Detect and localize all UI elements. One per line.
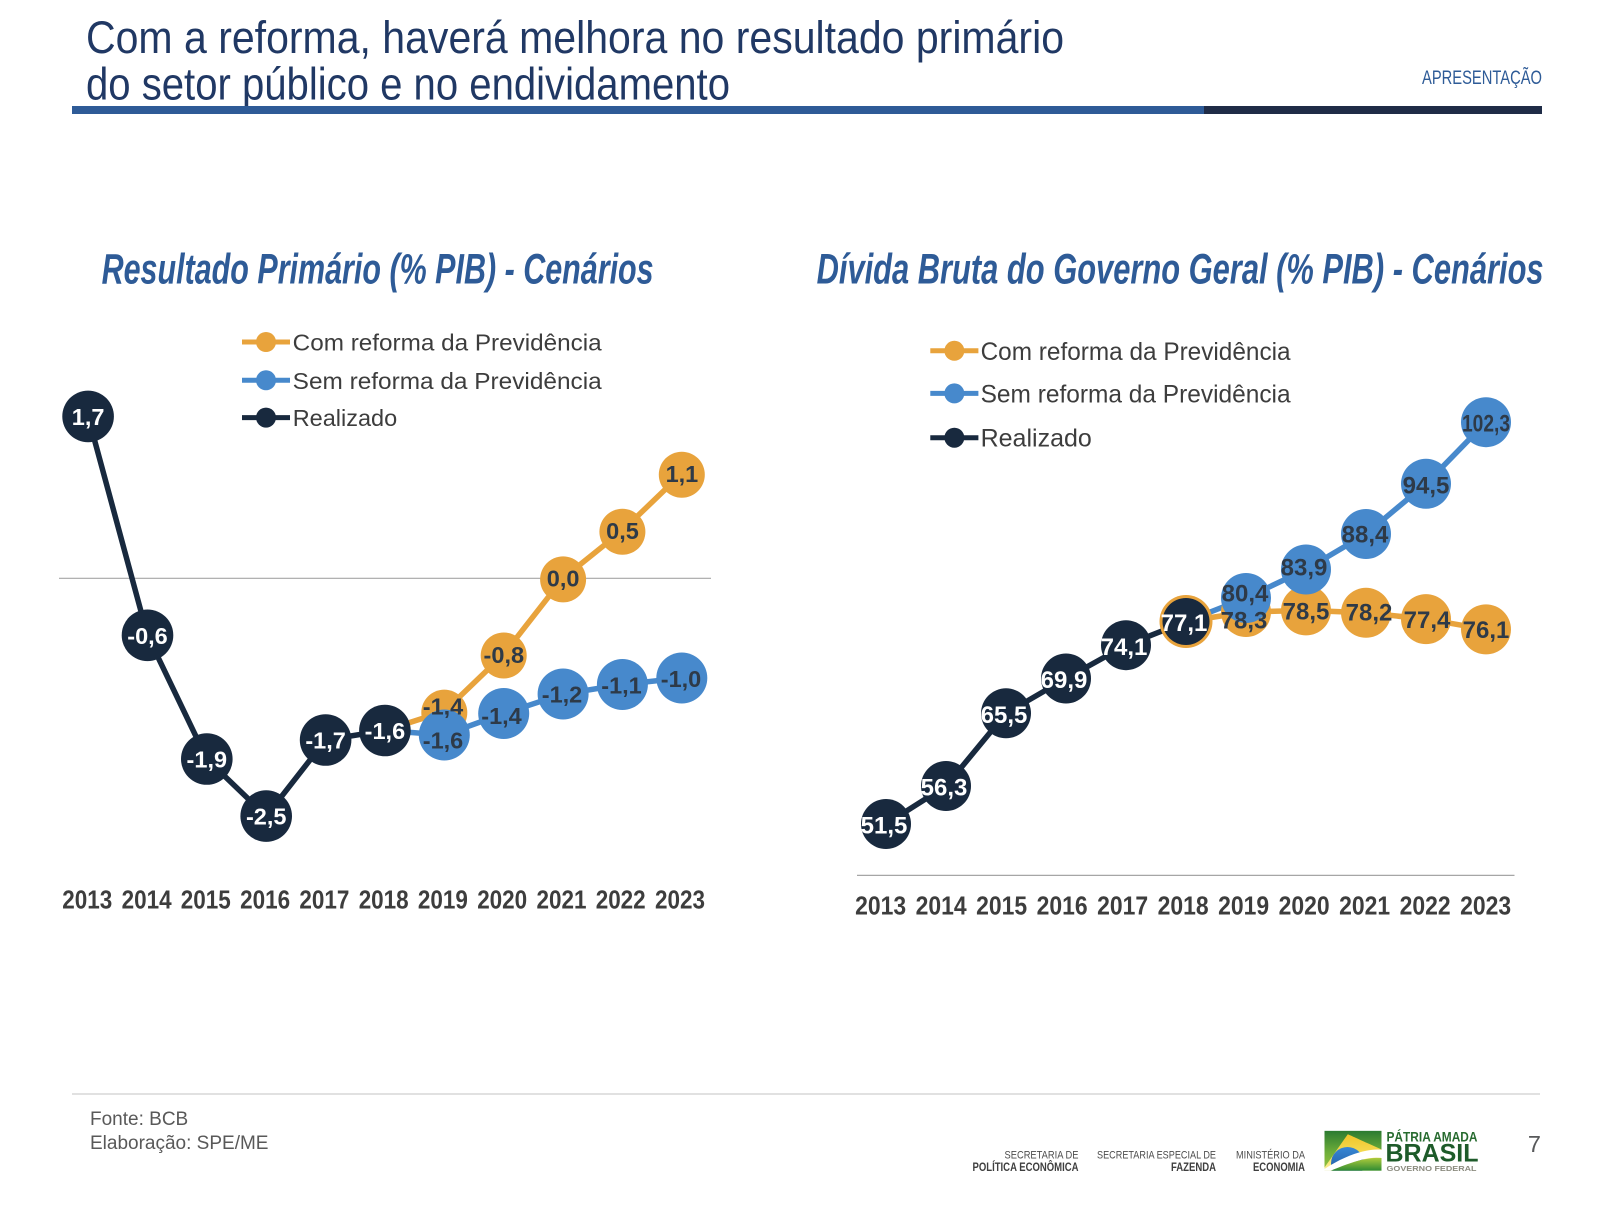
svg-text:PÁTRIA AMADA: PÁTRIA AMADA [1387,1129,1478,1145]
svg-text:2020: 2020 [1279,893,1330,921]
svg-text:76,1: 76,1 [1463,617,1510,644]
svg-text:Realizado: Realizado [293,405,398,431]
svg-text:2018: 2018 [1158,893,1209,921]
svg-text:102,3: 102,3 [1462,411,1510,438]
svg-text:80,4: 80,4 [1222,581,1269,608]
svg-text:2016: 2016 [240,886,290,914]
svg-text:ECONOMIA: ECONOMIA [1253,1162,1305,1174]
svg-text:74,1: 74,1 [1101,634,1148,661]
svg-text:-0,8: -0,8 [484,642,525,668]
svg-text:65,5: 65,5 [981,702,1028,729]
svg-text:SECRETARIA ESPECIAL DE: SECRETARIA ESPECIAL DE [1097,1150,1216,1162]
svg-text:94,5: 94,5 [1403,473,1450,500]
svg-text:77,4: 77,4 [1404,607,1451,634]
svg-text:Dívida Bruta do Governo Geral: Dívida Bruta do Governo Geral (% PIB) - … [817,246,1544,294]
svg-text:1,1: 1,1 [666,461,699,487]
svg-text:Sem reforma da Previdência: Sem reforma da Previdência [293,368,603,394]
svg-text:2015: 2015 [976,893,1027,921]
svg-text:77,1: 77,1 [1161,610,1208,637]
svg-text:2022: 2022 [596,886,646,914]
svg-text:Elaboração: SPE/ME: Elaboração: SPE/ME [90,1133,268,1154]
svg-text:Sem reforma da Previdência: Sem reforma da Previdência [981,380,1291,408]
svg-text:2020: 2020 [477,886,527,914]
svg-text:78,3: 78,3 [1221,608,1268,635]
svg-text:POLÍTICA ECONÔMICA: POLÍTICA ECONÔMICA [973,1161,1079,1174]
svg-text:78,5: 78,5 [1283,599,1330,626]
svg-text:do setor público e no endivida: do setor público e no endividamento [86,59,730,110]
svg-text:56,3: 56,3 [921,775,968,802]
svg-text:-2,5: -2,5 [246,804,287,830]
svg-text:-1,4: -1,4 [423,694,464,720]
svg-text:51,5: 51,5 [861,813,908,840]
svg-text:2022: 2022 [1400,893,1451,921]
svg-text:1,7: 1,7 [72,404,105,430]
svg-text:-1,4: -1,4 [481,703,522,729]
svg-text:-1,7: -1,7 [305,727,346,753]
svg-text:-1,2: -1,2 [542,682,583,708]
svg-text:Resultado Primário (% PIB) - C: Resultado Primário (% PIB) - Cenários [102,246,654,294]
svg-text:2023: 2023 [655,886,705,914]
svg-text:7: 7 [1528,1131,1541,1157]
svg-text:2015: 2015 [181,886,231,914]
svg-text:2021: 2021 [1339,893,1390,921]
svg-text:SECRETARIA DE: SECRETARIA DE [1005,1150,1079,1162]
svg-text:2014: 2014 [916,893,968,921]
svg-text:-1,6: -1,6 [365,718,406,744]
svg-text:2013: 2013 [855,893,906,921]
svg-text:2017: 2017 [1097,893,1148,921]
svg-text:2019: 2019 [418,886,468,914]
svg-text:-1,1: -1,1 [601,673,642,699]
svg-text:2023: 2023 [1460,893,1511,921]
svg-text:GOVERNO FEDERAL: GOVERNO FEDERAL [1387,1164,1477,1173]
svg-text:2019: 2019 [1218,893,1269,921]
svg-text:83,9: 83,9 [1281,555,1328,582]
svg-text:0,0: 0,0 [547,566,580,592]
svg-text:Realizado: Realizado [981,425,1092,453]
svg-text:88,4: 88,4 [1342,522,1389,549]
svg-text:-0,6: -0,6 [127,623,168,649]
svg-text:2018: 2018 [359,886,409,914]
svg-text:2014: 2014 [122,886,173,914]
svg-text:APRESENTAÇÃO: APRESENTAÇÃO [1422,67,1542,89]
svg-text:Com a reforma, haverá melhora: Com a reforma, haverá melhora no resulta… [86,12,1064,63]
svg-text:2016: 2016 [1037,893,1088,921]
svg-text:-1,9: -1,9 [187,747,228,773]
svg-text:0,5: 0,5 [606,518,639,544]
svg-text:78,2: 78,2 [1346,600,1393,627]
svg-text:69,9: 69,9 [1041,667,1088,694]
svg-text:BRASIL: BRASIL [1386,1140,1479,1168]
svg-text:MINISTÉRIO DA: MINISTÉRIO DA [1236,1149,1306,1162]
svg-text:FAZENDA: FAZENDA [1171,1162,1216,1174]
svg-text:2017: 2017 [299,886,349,914]
svg-text:2013: 2013 [62,886,112,914]
svg-text:Com reforma da Previdência: Com reforma da Previdência [981,338,1291,366]
svg-text:-1,0: -1,0 [661,666,702,692]
svg-text:Com reforma da Previdência: Com reforma da Previdência [293,330,603,356]
svg-text:Fonte: BCB: Fonte: BCB [90,1109,188,1130]
svg-text:-1,6: -1,6 [423,728,464,754]
svg-text:2021: 2021 [537,886,587,914]
